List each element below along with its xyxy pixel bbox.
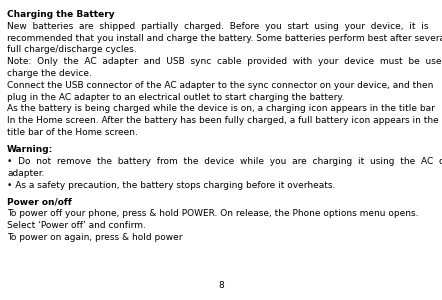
Text: New  batteries  are  shipped  partially  charged.  Before  you  start  using  yo: New batteries are shipped partially char… <box>7 22 428 31</box>
Text: To power off your phone, press & hold POWER. On release, the Phone options menu : To power off your phone, press & hold PO… <box>7 209 419 218</box>
Text: charge the device.: charge the device. <box>7 69 92 78</box>
Text: title bar of the Home screen.: title bar of the Home screen. <box>7 128 138 137</box>
Text: • As a safety precaution, the battery stops charging before it overheats.: • As a safety precaution, the battery st… <box>7 181 335 190</box>
Text: •  Do  not  remove  the  battery  from  the  device  while  you  are  charging  : • Do not remove the battery from the dev… <box>7 157 442 166</box>
Text: Connect the USB connector of the AC adapter to the sync connector on your device: Connect the USB connector of the AC adap… <box>7 81 433 90</box>
Text: plug in the AC adapter to an electrical outlet to start charging the battery.: plug in the AC adapter to an electrical … <box>7 93 344 102</box>
Text: In the Home screen. After the battery has been fully charged, a full battery ico: In the Home screen. After the battery ha… <box>7 116 439 125</box>
Text: To power on again, press & hold power: To power on again, press & hold power <box>7 233 183 242</box>
Text: Power on/off: Power on/off <box>7 198 72 207</box>
Text: Select ‘Power off’ and confirm.: Select ‘Power off’ and confirm. <box>7 221 146 230</box>
Text: full charge/discharge cycles.: full charge/discharge cycles. <box>7 45 137 54</box>
Text: Warning:: Warning: <box>7 145 53 154</box>
Text: 8: 8 <box>218 281 224 290</box>
Text: Note:  Only  the  AC  adapter  and  USB  sync  cable  provided  with  your  devi: Note: Only the AC adapter and USB sync c… <box>7 57 442 66</box>
Text: Charging the Battery: Charging the Battery <box>7 10 114 19</box>
Text: recommended that you install and charge the battery. Some batteries perform best: recommended that you install and charge … <box>7 34 442 43</box>
Text: adapter.: adapter. <box>7 169 45 178</box>
Text: As the battery is being charged while the device is on, a charging icon appears : As the battery is being charged while th… <box>7 104 435 113</box>
